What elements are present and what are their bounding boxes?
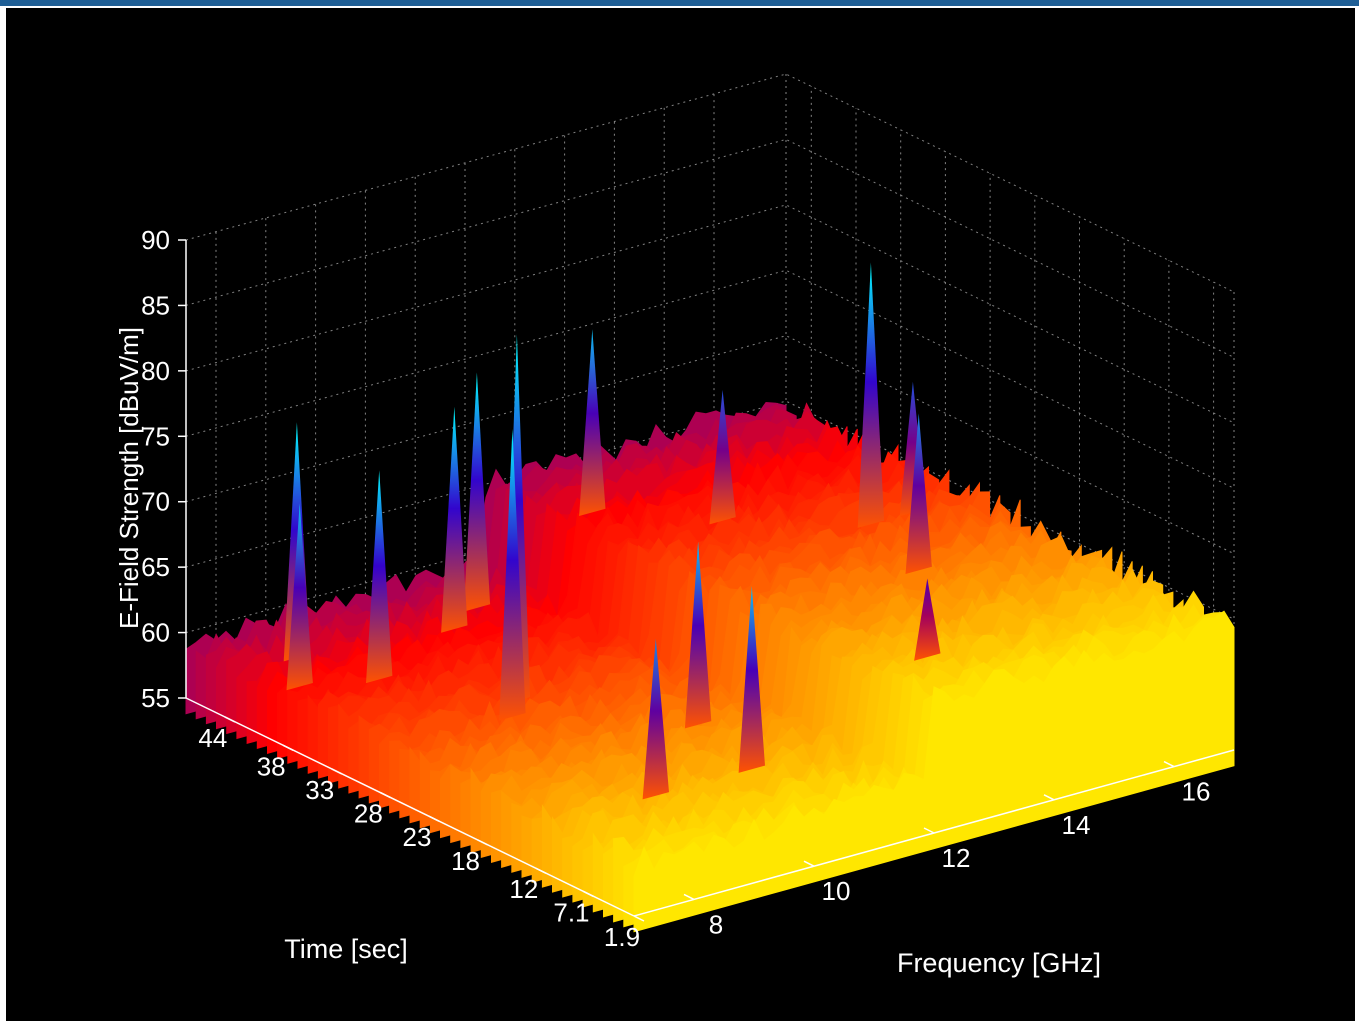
z-tick-label: 65	[141, 552, 170, 582]
grid-line-z	[185, 73, 1235, 293]
peak-spike	[366, 470, 393, 684]
z-tick-label: 55	[141, 683, 170, 713]
peak-spike	[684, 541, 712, 729]
time-tick-mark	[224, 716, 236, 723]
time-tick-mark	[633, 915, 645, 922]
peak-spike	[463, 372, 491, 612]
top-border	[0, 0, 1359, 6]
surface-layer	[185, 262, 1235, 933]
freq-tick-mark	[1043, 794, 1055, 801]
freq-tick-mark	[683, 893, 695, 901]
plot-area: 55 60 65 70 75 80 85 90 44 38 33 28 23 18 12 7.1 1.9 8 10 1…	[6, 8, 1355, 1021]
peak-spike	[857, 262, 885, 528]
time-tick-label: 7.1	[553, 897, 589, 927]
peak-spike	[914, 578, 941, 661]
time-tick-mark	[583, 890, 594, 898]
z-tick-label: 80	[141, 356, 170, 386]
z-tick-label: 90	[141, 225, 170, 255]
surface-chart: 55 60 65 70 75 80 85 90 44 38 33 28 23 18 12 7.1 1.9 8 10 1…	[114, 73, 1235, 978]
time-tick-mark	[428, 815, 440, 822]
peak-spike	[441, 406, 468, 633]
freq-tick-label: 16	[1182, 777, 1211, 807]
time-tick-label: 33	[305, 775, 334, 805]
freq-tick-mark	[1163, 760, 1175, 768]
z-axis-label: E-Field Strength [dBuV/m]	[114, 327, 144, 629]
z-tick-label: 60	[141, 618, 170, 648]
time-tick-mark	[331, 768, 343, 775]
grid-line-z	[185, 138, 1235, 358]
freq-tick-mark	[803, 860, 815, 867]
peak-spike	[499, 428, 526, 721]
peak-spike	[286, 503, 313, 691]
surface-strip	[633, 610, 1235, 933]
time-tick-mark	[535, 867, 547, 874]
time-tick-label: 18	[451, 846, 480, 876]
peak-spike	[709, 389, 736, 525]
time-tick-label: 38	[257, 751, 286, 781]
peak-spike	[905, 413, 932, 574]
z-tick-label: 75	[141, 421, 170, 451]
peak-spike	[579, 329, 606, 516]
grid-line-z	[185, 269, 1235, 489]
tick-layer: 55 60 65 70 75 80 85 90 44 38 33 28 23 18 12 7.1 1.9 8 10 1…	[141, 225, 1210, 952]
grid-line-z	[185, 204, 1235, 424]
freq-tick-label: 14	[1062, 810, 1091, 840]
freq-tick-label: 12	[942, 843, 971, 873]
peak-spike	[642, 638, 669, 800]
freq-tick-mark	[923, 827, 935, 834]
time-tick-mark	[282, 744, 294, 751]
z-tick-label: 85	[141, 290, 170, 320]
time-tick-label: 44	[198, 723, 227, 753]
peak-spike	[738, 586, 765, 773]
time-tick-label: 1.9	[604, 922, 640, 952]
time-tick-mark	[477, 839, 488, 846]
grid-line-z	[185, 335, 1235, 555]
time-axis-line	[185, 697, 635, 917]
grid-line-z	[185, 400, 1235, 620]
z-tick-label: 70	[141, 487, 170, 517]
frequency-axis-label: Frequency [GHz]	[897, 948, 1101, 978]
time-tick-label: 23	[402, 822, 431, 852]
time-axis-label: Time [sec]	[284, 934, 408, 964]
time-tick-label: 12	[509, 874, 538, 904]
freq-tick-label: 10	[822, 876, 851, 906]
freq-tick-label: 8	[709, 909, 723, 939]
time-tick-mark	[380, 791, 391, 799]
time-tick-label: 28	[354, 799, 383, 829]
